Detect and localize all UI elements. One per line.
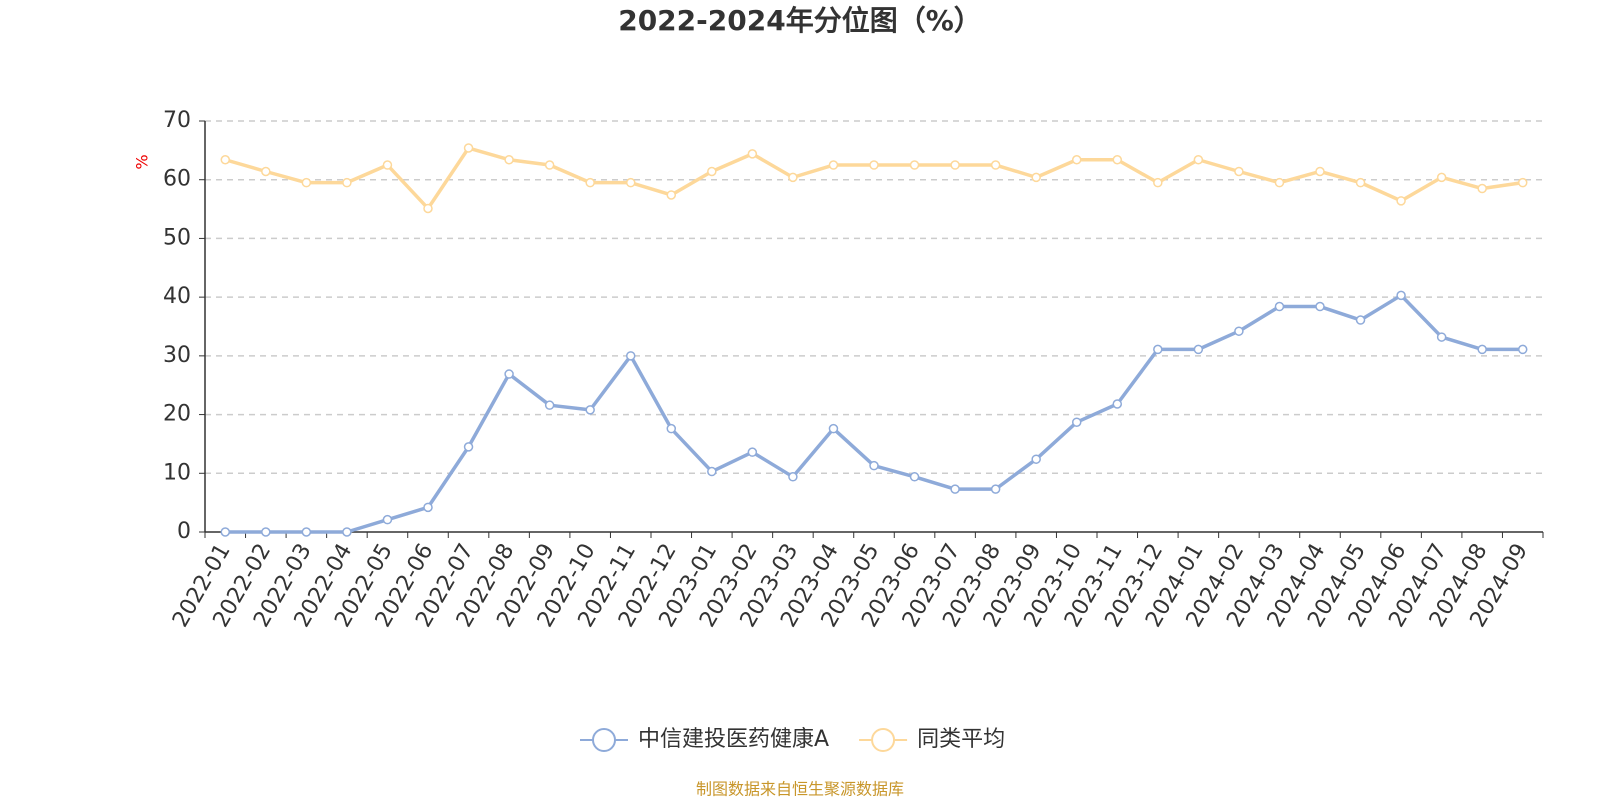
point [909, 160, 920, 170]
point [1315, 301, 1325, 312]
point [1274, 301, 1285, 312]
point [788, 172, 798, 183]
legend-marker [871, 728, 896, 752]
point [1517, 344, 1528, 355]
point [625, 351, 636, 361]
point [747, 447, 758, 457]
point [220, 155, 231, 165]
point [1071, 155, 1082, 165]
point [1153, 344, 1163, 355]
point [1031, 172, 1041, 183]
point [1193, 155, 1204, 165]
y-tick-label: 60 [163, 167, 191, 192]
legend-label: 中信建投医药健康A [638, 727, 829, 752]
point [1396, 196, 1406, 206]
point [707, 466, 717, 477]
point [828, 423, 839, 434]
point [504, 369, 514, 379]
point [707, 166, 717, 177]
point [544, 160, 555, 170]
point [585, 177, 595, 188]
point [1112, 399, 1123, 409]
point [990, 484, 1001, 494]
point [382, 514, 393, 525]
point [1436, 332, 1447, 342]
point [1234, 166, 1244, 177]
y-tick-label: 10 [163, 460, 191, 485]
point [544, 400, 555, 410]
point [1355, 177, 1366, 188]
point [625, 177, 636, 188]
legend-label: 同类平均 [917, 727, 1005, 752]
point [342, 177, 352, 188]
point [1112, 155, 1123, 165]
point [585, 405, 595, 415]
y-tick-label: 50 [163, 225, 191, 250]
point [1193, 344, 1204, 355]
point [261, 166, 271, 177]
point [1234, 326, 1244, 336]
point [1517, 177, 1528, 188]
point [1153, 177, 1163, 188]
point [869, 460, 879, 471]
y-tick-label: 40 [163, 284, 191, 309]
point [1315, 166, 1325, 177]
point [990, 160, 1001, 170]
point [382, 160, 393, 170]
point [869, 160, 879, 170]
point [747, 149, 758, 159]
point [1071, 417, 1082, 427]
point [423, 203, 433, 214]
point [666, 423, 677, 434]
point [220, 527, 231, 537]
point [950, 484, 960, 494]
point [301, 527, 312, 537]
point [1274, 177, 1285, 188]
point [1396, 290, 1406, 301]
point [301, 177, 312, 188]
point [909, 472, 920, 482]
point [666, 190, 677, 200]
chart-title: 2022-2024年分位图（%） [618, 4, 982, 37]
y-tick-label: 30 [163, 343, 191, 368]
y-tick-label: 70 [163, 108, 191, 133]
point [504, 155, 514, 165]
point [463, 143, 474, 153]
y-axis-label: % [133, 154, 152, 169]
point [788, 472, 798, 482]
point [950, 160, 960, 170]
point [1436, 172, 1447, 183]
series-line [224, 146, 1523, 211]
series-line [225, 293, 1523, 534]
point [1355, 315, 1366, 325]
point [1031, 454, 1041, 464]
point [342, 527, 352, 537]
y-tick-label: 20 [163, 402, 191, 427]
point [1477, 183, 1487, 194]
point [1477, 344, 1487, 355]
point [261, 527, 271, 537]
source-note: 制图数据来自恒生聚源数据库 [696, 780, 904, 799]
point [828, 160, 839, 170]
legend-marker [592, 728, 616, 752]
y-tick-label: 0 [177, 519, 191, 544]
point [423, 502, 433, 513]
point [463, 442, 474, 452]
